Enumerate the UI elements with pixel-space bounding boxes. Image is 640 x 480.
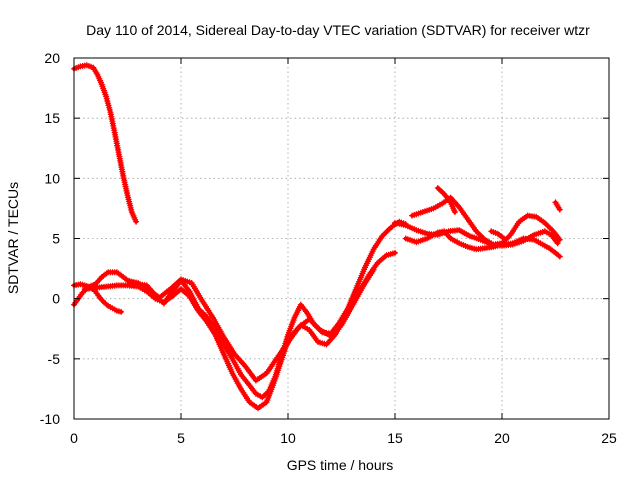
- x-axis-label: GPS time / hours: [287, 457, 394, 473]
- chart-title: Day 110 of 2014, Sidereal Day-to-day VTE…: [86, 22, 590, 38]
- series-trace-h: [409, 194, 563, 248]
- series-markers: [552, 199, 563, 213]
- series-markers: [124, 266, 377, 384]
- y-tick-label: 5: [52, 231, 60, 247]
- series-markers: [409, 194, 563, 248]
- x-tick-label: 20: [494, 430, 510, 446]
- series-trace-i: [434, 185, 458, 215]
- series-trace-a: [71, 62, 140, 225]
- y-tick-labels: -10 -5 0 5 10 15 20: [40, 50, 60, 427]
- x-tick-label: 10: [280, 430, 296, 446]
- series-trace-j: [488, 228, 508, 242]
- y-tick-label: 20: [44, 50, 60, 66]
- series-markers: [434, 185, 458, 215]
- y-tick-label: 15: [44, 110, 60, 126]
- series-markers: [488, 228, 508, 242]
- x-tick-label: 5: [177, 430, 185, 446]
- x-tick-labels: 0 5 10 15 20 25: [70, 430, 617, 446]
- y-tick-label: 10: [44, 170, 60, 186]
- y-tick-label: -5: [48, 351, 61, 367]
- series-trace-e: [124, 266, 377, 384]
- series-trace-k: [552, 199, 563, 213]
- x-tick-label: 15: [387, 430, 403, 446]
- y-tick-label: -10: [40, 411, 60, 427]
- x-tick-label: 0: [70, 430, 78, 446]
- series-layer: [71, 62, 563, 412]
- series-markers: [402, 228, 563, 260]
- y-axis-label: SDTVAR / TECUs: [5, 182, 21, 294]
- y-tick-label: 0: [52, 291, 60, 307]
- x-tick-label: 25: [601, 430, 617, 446]
- tick-marks: [73, 57, 610, 420]
- series-trace-g: [402, 228, 563, 260]
